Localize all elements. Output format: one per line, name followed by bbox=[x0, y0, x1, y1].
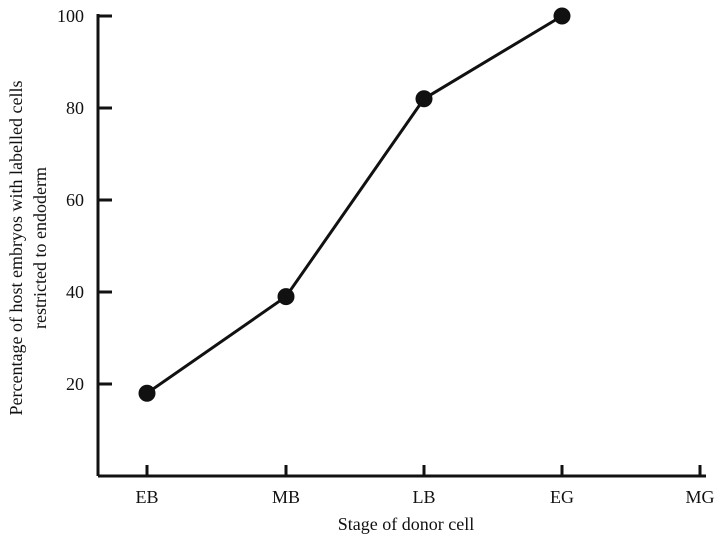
data-point bbox=[553, 7, 571, 25]
x-tick-label: MB bbox=[272, 487, 300, 507]
y-tick-label: 100 bbox=[57, 6, 84, 26]
x-tick-label: MG bbox=[685, 487, 714, 507]
x-tick-label: EG bbox=[550, 487, 574, 507]
data-point bbox=[138, 384, 156, 402]
y-tick-label: 40 bbox=[66, 282, 84, 302]
y-axis: 20 40 60 80 100 bbox=[57, 6, 112, 476]
data-point bbox=[277, 288, 295, 306]
series bbox=[138, 7, 571, 402]
y-tick-label: 80 bbox=[66, 98, 84, 118]
x-axis: EB MB LB EG MG bbox=[98, 465, 715, 507]
x-axis-title: Stage of donor cell bbox=[338, 514, 474, 534]
data-point bbox=[415, 90, 433, 108]
y-tick-label: 60 bbox=[66, 190, 84, 210]
x-tick-label: EB bbox=[135, 487, 158, 507]
y-axis-title-line-2: restricted to endoderm bbox=[30, 167, 50, 329]
y-axis-title-line-1: Percentage of host embryos with labelled… bbox=[6, 81, 26, 416]
y-tick-label: 20 bbox=[66, 374, 84, 394]
x-tick-label: LB bbox=[412, 487, 435, 507]
series-line bbox=[146, 14, 563, 395]
